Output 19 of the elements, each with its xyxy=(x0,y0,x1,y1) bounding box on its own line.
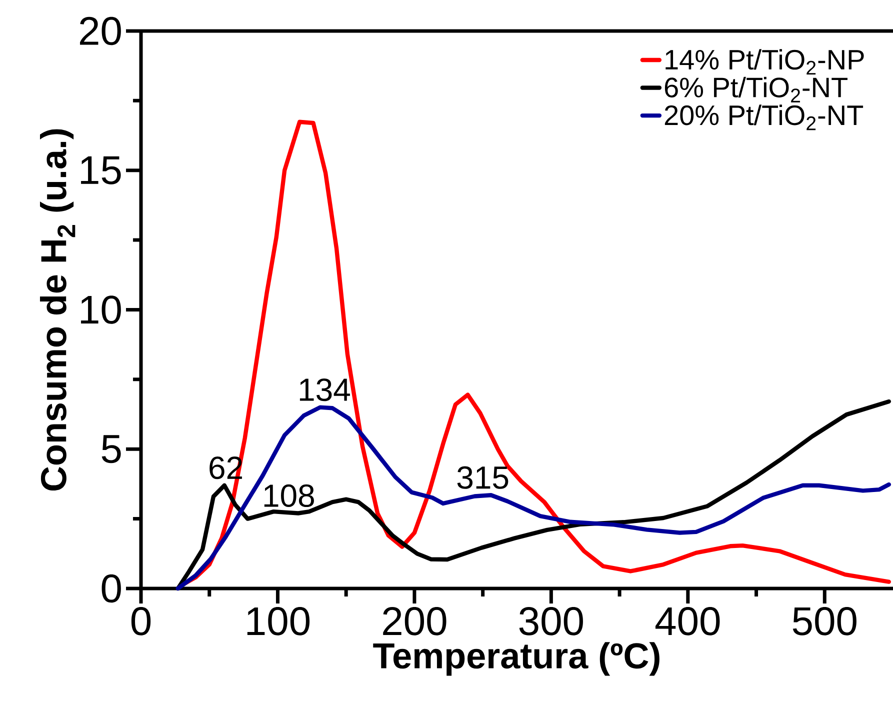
x-tick-label: 200 xyxy=(383,607,446,636)
y-tick-label: 10 xyxy=(81,296,121,324)
x-tick-label: 500 xyxy=(792,607,856,636)
y-axis-title: Consumo de H$_{2}$ (u.a.) xyxy=(40,129,76,491)
annotation: 134 xyxy=(300,378,350,402)
legend-label: 14% Pt/TiO$_{2}$-NP xyxy=(666,49,864,75)
legend-label: 20% Pt/TiO$_{2}$-NT xyxy=(664,104,864,130)
y-tick-label: 0 xyxy=(102,574,121,603)
annotation: 315 xyxy=(457,466,508,489)
annotation: 108 xyxy=(264,484,314,508)
x-tick-label: 0 xyxy=(131,607,151,636)
x-tick-label: 100 xyxy=(247,607,310,636)
x-tick-label: 300 xyxy=(519,607,583,636)
y-tick-label: 20 xyxy=(80,16,121,46)
y-tick-label: 5 xyxy=(102,435,121,464)
legend-label: 6% Pt/TiO$_{2}$-NT xyxy=(664,76,848,102)
x-tick-label: 400 xyxy=(655,607,720,636)
x-axis-title: Temperatura (ºC) xyxy=(373,642,660,676)
y-tick-label: 15 xyxy=(81,156,121,184)
